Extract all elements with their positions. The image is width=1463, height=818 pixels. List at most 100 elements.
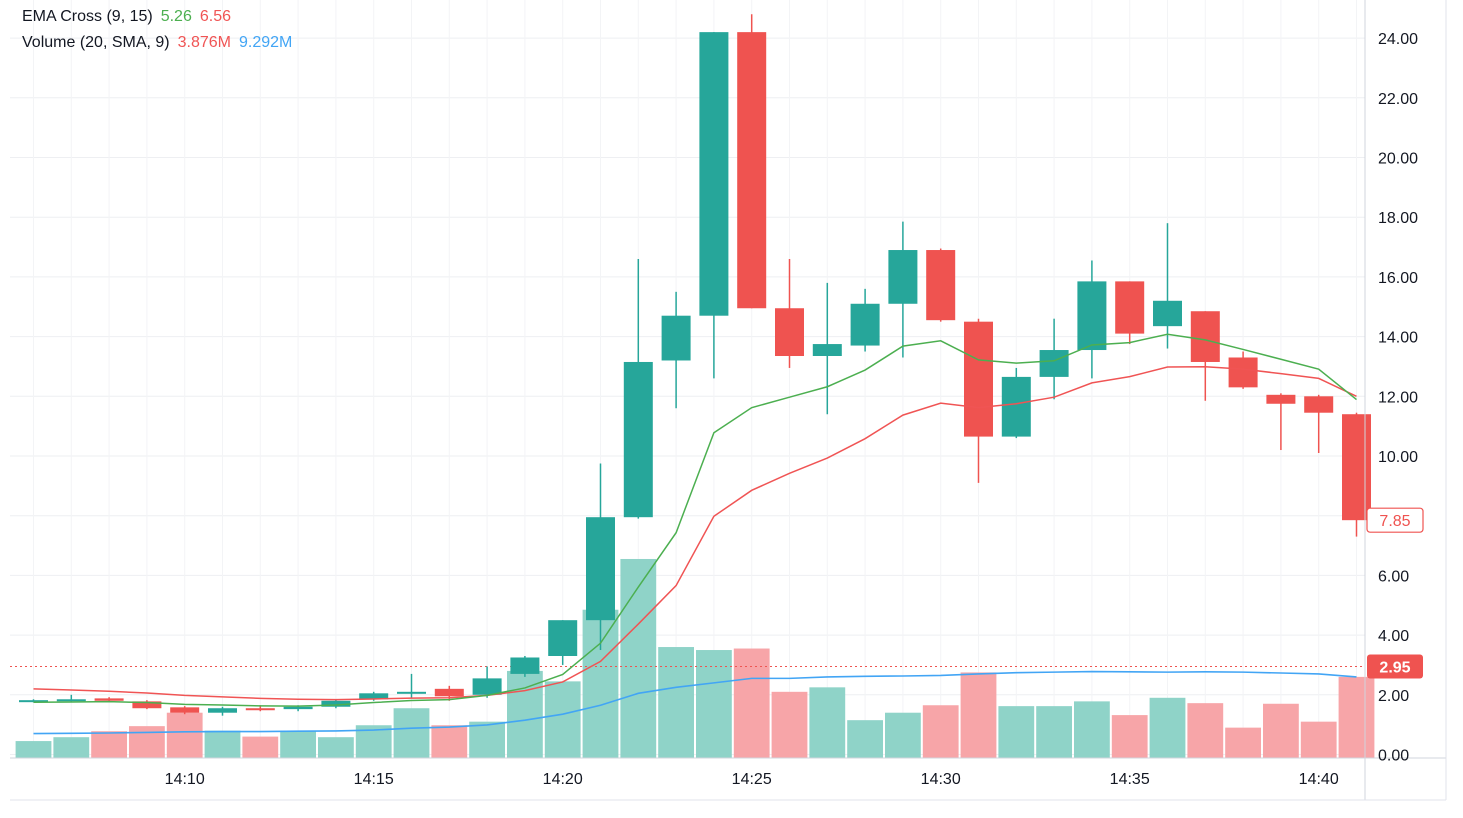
volume-bar xyxy=(1300,721,1337,758)
volume-bar xyxy=(658,647,694,758)
candle xyxy=(548,620,578,665)
candle-body xyxy=(623,361,653,518)
candle-body xyxy=(926,250,956,321)
candlesticks xyxy=(19,14,1371,716)
candle xyxy=(586,463,615,651)
volume-bar xyxy=(1074,701,1110,758)
y-tick-label: 6.00 xyxy=(1378,568,1409,585)
y-tick-label: 2.00 xyxy=(1378,688,1409,705)
reference-price-badge: 2.95 xyxy=(1367,654,1423,679)
candle-body xyxy=(586,517,615,621)
reference-price-badge-label: 2.95 xyxy=(1379,659,1410,676)
volume-bar xyxy=(431,725,468,758)
reference-price-badge-box xyxy=(1367,654,1423,679)
x-tick-label: 14:40 xyxy=(1299,771,1339,788)
volume-bar xyxy=(696,650,732,758)
price-badges: 7.85 2.95 xyxy=(1366,507,1424,679)
candle-body xyxy=(359,693,389,700)
candle xyxy=(1001,367,1031,439)
candle xyxy=(926,248,956,322)
candle-body xyxy=(1266,394,1296,404)
volume-title: Volume (20, SMA, 9) xyxy=(22,34,170,51)
candle-body xyxy=(94,698,124,701)
candle-body xyxy=(548,620,578,656)
volume-bar xyxy=(771,691,808,758)
candle-body xyxy=(699,32,729,316)
ema-fast-line xyxy=(33,333,1357,707)
candle-body xyxy=(1115,281,1145,334)
candle xyxy=(1342,412,1371,537)
volume-bars xyxy=(15,558,1375,758)
volume-bar xyxy=(998,706,1035,758)
volume-legend[interactable]: Volume (20, SMA, 9) 3.876M 9.292M xyxy=(22,34,300,52)
candle xyxy=(964,318,993,483)
candle xyxy=(699,32,729,379)
candle-body xyxy=(397,691,426,694)
candle-body xyxy=(132,701,162,709)
axes: 0.00 2.00 4.00 6.00 10.00 12.00 14.00 16.00 18.0… xyxy=(10,0,1447,801)
volume-bar xyxy=(1111,715,1148,758)
y-tick-label: 22.00 xyxy=(1378,91,1418,108)
candle xyxy=(321,699,351,709)
candle xyxy=(1228,351,1258,389)
ema-lines xyxy=(33,333,1357,707)
candle-body xyxy=(1342,414,1371,521)
volume-bar xyxy=(544,681,581,758)
candle xyxy=(1266,393,1296,451)
y-tick-label: 14.00 xyxy=(1378,330,1418,347)
candle-body xyxy=(775,308,804,357)
candle xyxy=(1039,318,1069,400)
candle-body xyxy=(1228,357,1258,388)
volume-bar xyxy=(53,737,90,758)
volume-bar xyxy=(204,730,241,758)
volume-bar xyxy=(885,712,921,758)
volume-bar xyxy=(507,670,543,758)
volume-sma-value: 9.292M xyxy=(239,34,293,51)
y-tick-label: 4.00 xyxy=(1378,628,1409,645)
candle xyxy=(208,706,237,716)
y-tick-label: 18.00 xyxy=(1378,210,1418,227)
y-tick-label: 0.00 xyxy=(1378,748,1409,765)
volume-bar xyxy=(1338,676,1375,758)
ema-slow-value: 6.56 xyxy=(199,8,231,25)
volume-bar xyxy=(91,731,127,758)
candle xyxy=(170,706,200,715)
candle-body xyxy=(1304,396,1334,413)
candle xyxy=(623,258,653,519)
volume-bar xyxy=(960,672,997,758)
y-tick-label: 12.00 xyxy=(1378,389,1418,406)
volume-bar xyxy=(1036,706,1072,758)
candle xyxy=(510,655,540,677)
candle xyxy=(737,14,767,309)
candle xyxy=(132,700,162,710)
volume-sma-line xyxy=(33,670,1357,735)
candle-body xyxy=(737,32,767,309)
candle xyxy=(472,666,502,698)
candle xyxy=(775,258,804,368)
candle xyxy=(661,291,691,409)
candle-body xyxy=(170,707,200,713)
last-price-badge-label: 7.85 xyxy=(1379,513,1410,530)
volume-bar xyxy=(1149,697,1186,758)
candle-body xyxy=(510,657,540,674)
candle-body xyxy=(1190,311,1220,362)
volume-bar xyxy=(620,558,657,758)
ema-cross-legend[interactable]: EMA Cross (9, 15) 5.26 6.56 xyxy=(22,8,239,26)
volume-bar xyxy=(242,736,279,758)
candle-body xyxy=(661,315,691,361)
volume-bar xyxy=(15,741,52,758)
candle xyxy=(888,221,918,358)
y-tick-label: 20.00 xyxy=(1378,151,1418,168)
volume-value: 3.876M xyxy=(177,34,231,51)
volume-bar xyxy=(280,730,316,758)
last-price-badge: 7.85 xyxy=(1366,507,1424,533)
candle xyxy=(812,282,842,415)
candle-body xyxy=(812,344,842,357)
x-tick-label: 14:10 xyxy=(165,771,205,788)
candle-body xyxy=(321,700,351,707)
candle-body xyxy=(850,303,880,346)
candle-body xyxy=(1001,376,1031,437)
candle-body xyxy=(245,708,275,711)
